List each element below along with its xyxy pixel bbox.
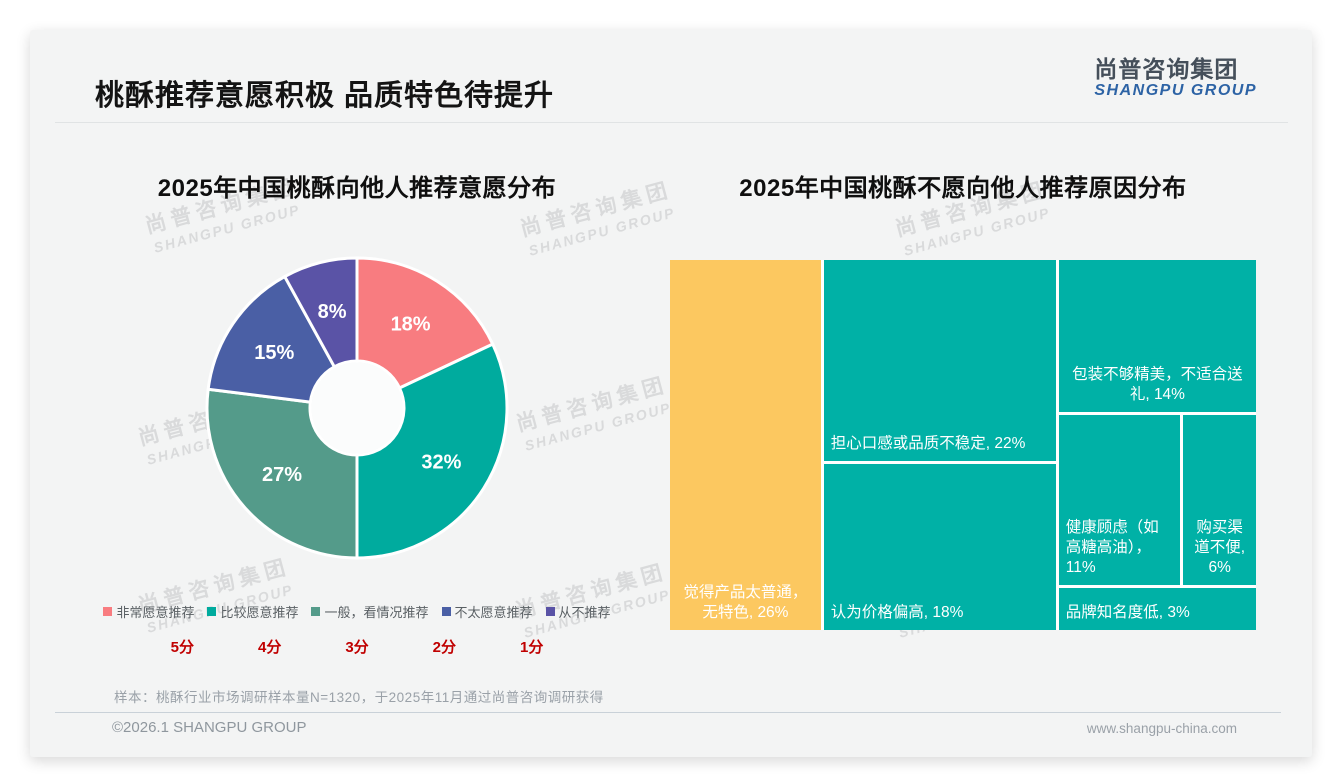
watermark-en: SHANGPU GROUP [901,204,1053,259]
donut-slice-label: 8% [318,301,347,323]
donut-legend: 非常愿意推荐 比较愿意推荐 一般，看情况推荐 不太愿意推荐 从不推荐 [62,602,652,621]
copyright-text: ©2026.1 SHANGPU GROUP [112,719,307,736]
legend-item: 比较愿意推荐 [207,602,298,621]
treemap-block-health-concern: 健康顾虑（如高糖高油），11% [1058,415,1181,585]
donut-chart-title: 2025年中国桃酥向他人推荐意愿分布 [157,175,557,202]
donut-slice [355,342,509,560]
score-label: 4分 [257,639,282,656]
treemap-label: 健康顾虑（如高糖高油），11% [1065,518,1159,576]
donut-slice [355,256,495,390]
donut-slice-label: 15% [254,342,294,364]
treemap-block-price-high: 认为价格偏高, 18% [823,463,1056,630]
legend-item: 一般，看情况推荐 [311,602,429,621]
treemap-block-channel-inconvenient: 购买渠道不便, 6% [1183,415,1256,585]
page-title: 桃酥推荐意愿积极 品质特色待提升 [95,80,555,112]
treemap-column-1: 觉得产品太普通，无特色, 26% [670,260,821,630]
donut-slice [283,256,359,369]
treemap-label: 购买渠道不便, 6% [1194,518,1246,576]
watermark-cn: 尚普咨询集团 [513,373,671,437]
treemap-block-packaging: 包装不够精美，不适合送礼, 14% [1058,260,1256,412]
treemap-subrow: 健康顾虑（如高糖高油），11% 购买渠道不便, 6% [1058,415,1256,585]
legend-label: 不太愿意推荐 [454,605,533,620]
legend-label: 从不推荐 [558,605,611,620]
treemap-block-quality-unstable: 担心口感或品质不稳定, 22% [823,260,1056,461]
treemap-block-brand-awareness: 品牌知名度低, 3% [1058,588,1256,630]
treemap-chart: 觉得产品太普通，无特色, 26% 担心口感或品质不稳定, 22% 认为价格偏高,… [670,260,1256,630]
legend-swatch [545,607,555,616]
donut-slice [206,275,336,404]
legend-label: 一般，看情况推荐 [324,605,429,620]
company-logo: 尚普咨询集团 SHANGPU GROUP [1094,56,1257,100]
header-divider [55,122,1288,123]
donut-slice-label: 18% [391,314,431,336]
treemap-column-3: 包装不够精美，不适合送礼, 14% 健康顾虑（如高糖高油），11% 购买渠道不便… [1058,260,1256,630]
treemap-label: 包装不够精美，不适合送礼, 14% [1072,365,1243,403]
legend-swatch [207,607,217,616]
legend-item: 不太愿意推荐 [441,602,533,621]
treemap-label: 觉得产品太普通，无特色, 26% [683,583,808,621]
donut-hole [311,362,403,454]
legend-label: 非常愿意推荐 [116,605,195,620]
score-label: 5分 [170,639,194,656]
legend-swatch [311,607,321,616]
watermark-en: SHANGPU GROUP [151,201,303,256]
treemap-label: 认为价格偏高, 18% [830,603,964,621]
score-label: 2分 [432,639,457,656]
treemap-column-2: 担心口感或品质不稳定, 22% 认为价格偏高, 18% [823,260,1056,630]
donut-slice-label: 32% [421,452,461,474]
score-labels-row: 5分 4分 3分 2分 1分 [62,636,652,657]
footer-divider [55,712,1281,713]
donut-chart: 18% 32% 27% 15% 8% [205,256,509,560]
treemap-label: 担心口感或品质不稳定, 22% [830,434,1026,452]
watermark-en: SHANGPU GROUP [522,399,674,454]
legend-item: 非常愿意推荐 [103,602,194,621]
legend-swatch [103,607,113,616]
treemap-label: 品牌知名度低, 3% [1065,603,1190,621]
score-label: 3分 [345,639,369,656]
sample-note: 样本：桃酥行业市场调研样本量N=1320，于2025年11月通过尚普咨询调研获得 [114,690,604,705]
treemap-chart-title: 2025年中国桃酥不愿向他人推荐原因分布 [739,175,1187,202]
watermark-en: SHANGPU GROUP [526,204,678,259]
logo-english-name: SHANGPU GROUP [1094,82,1257,100]
score-label: 1分 [520,639,544,656]
legend-swatch [441,607,451,616]
slide-canvas: 尚普咨询集团 SHANGPU GROUP 尚普咨询集团 SHANGPU GROUP 尚普… [30,30,1312,757]
logo-chinese-name: 尚普咨询集团 [1094,56,1239,82]
donut-slice-label: 27% [262,464,302,486]
legend-item: 从不推荐 [545,602,611,621]
donut-slice [205,387,359,560]
treemap-block-too-ordinary: 觉得产品太普通，无特色, 26% [670,260,821,630]
website-url: www.shangpu-china.com [1086,721,1237,736]
legend-label: 比较愿意推荐 [220,605,299,620]
